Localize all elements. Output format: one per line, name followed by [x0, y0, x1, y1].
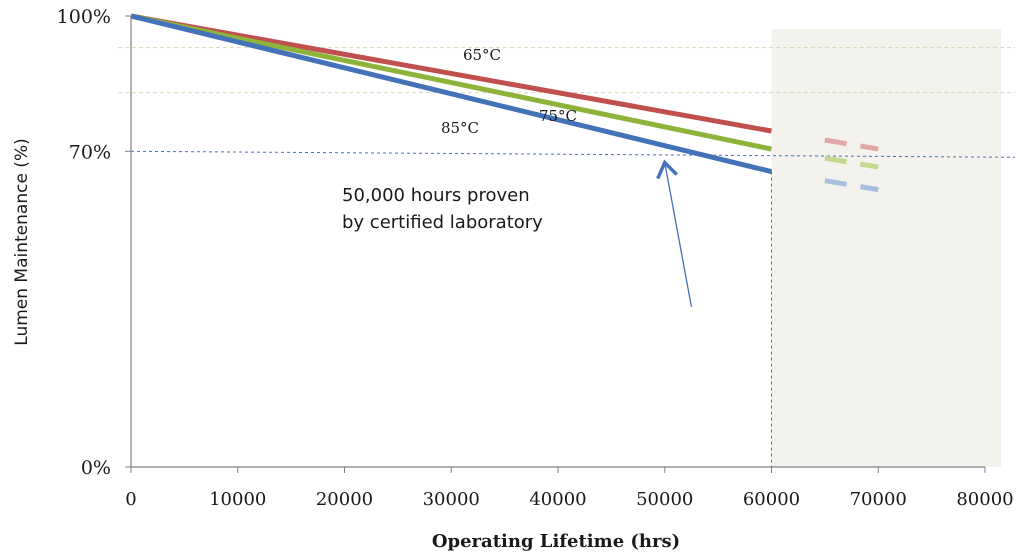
- annotation-text: 50,000 hours proven: [342, 185, 530, 206]
- x-tick-label: 30000: [423, 489, 480, 510]
- projection-line: [824, 178, 879, 193]
- x-tick-label: 60000: [743, 489, 800, 510]
- x-axis-label: Operating Lifetime (hrs): [432, 531, 680, 552]
- series-label: 85°C: [441, 119, 479, 137]
- projection-lines: [824, 137, 879, 193]
- projection-line: [824, 137, 879, 152]
- x-tick-label: 10000: [209, 489, 266, 510]
- x-tick-label: 0: [125, 489, 136, 510]
- series-line: [130, 13, 773, 152]
- x-tick-label: 40000: [529, 489, 586, 510]
- series-line: [130, 13, 773, 175]
- projection-region: [771, 29, 1002, 467]
- y-tick-label: 100%: [57, 6, 111, 28]
- projection-line: [824, 155, 879, 170]
- series-line: [130, 13, 772, 134]
- tick-labels: 0 10000 20000 30000 40000 50000 60000 70000 8000…: [57, 6, 1014, 510]
- annotation: 50,000 hours proven by certified laborato…: [342, 159, 693, 308]
- annotation-arrow-shaft: [664, 162, 693, 308]
- series-label: 65°C: [463, 46, 501, 64]
- series-labels: 65°C 75°C 85°C: [441, 46, 577, 137]
- series-lines: [130, 13, 773, 175]
- x-tick-label: 70000: [850, 489, 907, 510]
- x-tick-label: 50000: [636, 489, 693, 510]
- x-tick-label: 20000: [316, 489, 373, 510]
- annotation-text: by certified laboratory: [342, 212, 543, 233]
- y-tick-label: 0%: [81, 457, 111, 479]
- series-label: 75°C: [539, 107, 577, 125]
- y-axis-label: Lumen Maintenance (%): [12, 138, 32, 345]
- annotation-arrow-head: [656, 159, 678, 180]
- x-tick-label: 80000: [956, 489, 1013, 510]
- y-tick-label: 70%: [69, 141, 111, 163]
- axes: [125, 15, 986, 473]
